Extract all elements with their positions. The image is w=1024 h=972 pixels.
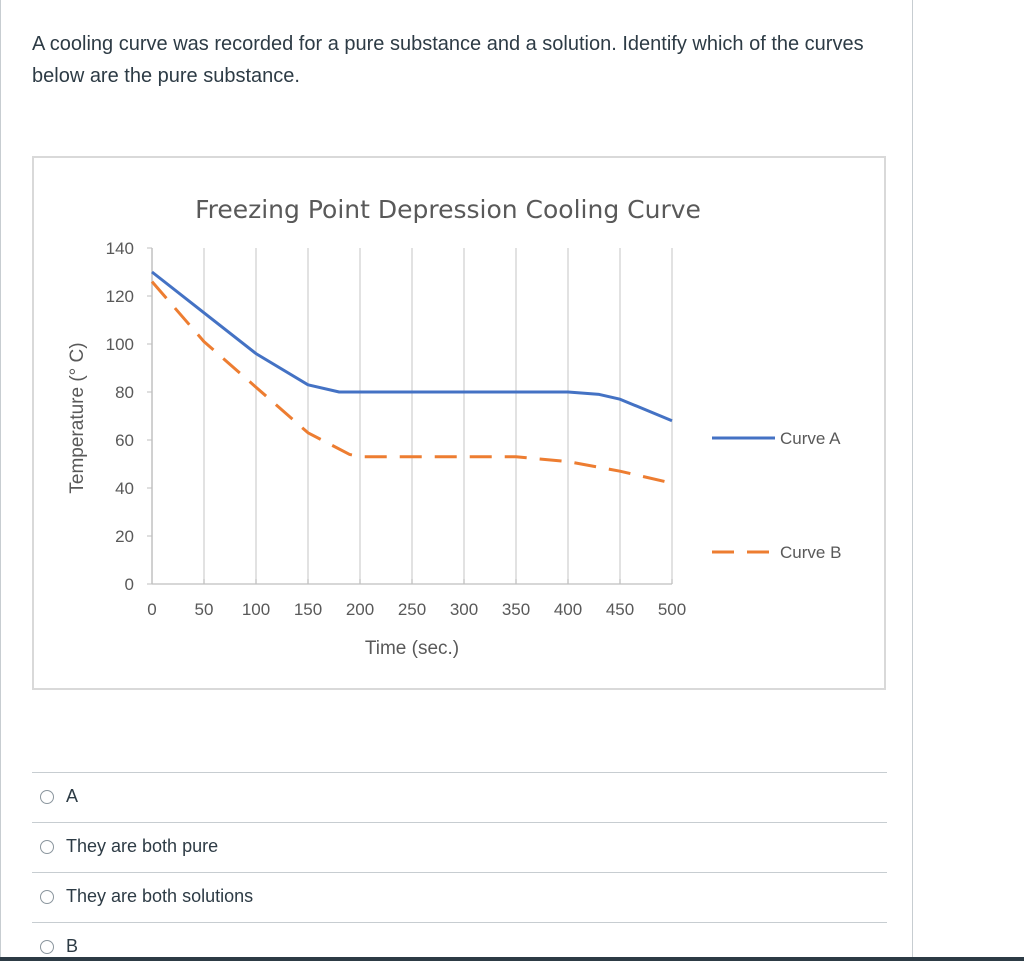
answer-option-both-solutions[interactable]: They are both solutions [32,872,887,922]
legend-label: Curve B [780,543,841,562]
x-tick-label: 100 [242,600,270,619]
y-tick-label: 0 [125,575,134,594]
radio-button[interactable] [40,890,54,904]
answer-label: B [66,936,78,957]
bottom-border [0,957,1024,961]
question-card: A cooling curve was recorded for a pure … [0,0,913,958]
answer-label: They are both pure [66,836,218,857]
radio-button[interactable] [40,940,54,954]
y-tick-label: 80 [115,383,134,402]
cooling-curve-chart: 0 50 100 150 200 250 300 350 400 450 500 0 20 40 60 80 1… [34,158,884,688]
x-tick-label: 450 [606,600,634,619]
y-tick-label: 20 [115,527,134,546]
x-tick-label: 500 [658,600,686,619]
x-tick-label: 300 [450,600,478,619]
x-tick-label: 0 [147,600,156,619]
radio-button[interactable] [40,790,54,804]
x-tick-label: 250 [398,600,426,619]
answer-option-both-pure[interactable]: They are both pure [32,822,887,872]
y-tick-label: 60 [115,431,134,450]
y-tick-label: 120 [106,287,134,306]
x-tick-label: 200 [346,600,374,619]
y-tick-label: 140 [106,239,134,258]
y-tick-label: 100 [106,335,134,354]
y-axis-label: Temperature (° C) [67,342,88,493]
x-tick-label: 350 [502,600,530,619]
answer-label: They are both solutions [66,886,253,907]
y-tick-label: 40 [115,479,134,498]
x-tick-label: 400 [554,600,582,619]
radio-button[interactable] [40,840,54,854]
question-text: A cooling curve was recorded for a pure … [32,28,892,92]
answer-option-a[interactable]: A [32,772,887,822]
x-tick-label: 150 [294,600,322,619]
x-axis-label: Time (sec.) [365,638,459,659]
answer-label: A [66,786,78,807]
answer-option-b[interactable]: B [32,922,887,972]
legend-label: Curve A [780,429,841,448]
x-tick-label: 50 [195,600,214,619]
chart-container: 0 50 100 150 200 250 300 350 400 450 500 0 20 40 60 80 1… [32,156,886,690]
answer-list: A They are both pure They are both solut… [32,772,887,972]
chart-title: Freezing Point Depression Cooling Curve [195,195,701,224]
